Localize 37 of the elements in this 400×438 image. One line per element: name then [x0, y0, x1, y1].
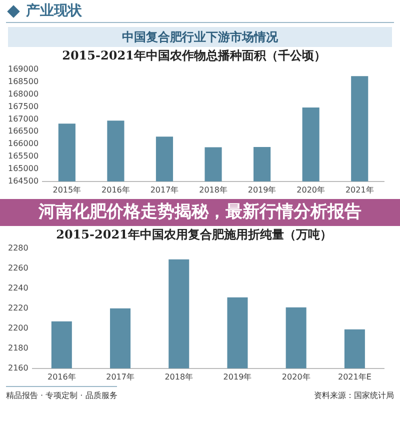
y-tick-label: 2240 [8, 283, 28, 292]
x-tick-label: 2021年 [345, 185, 374, 194]
x-tick-label: 2018年 [164, 372, 194, 382]
y-tick-label: 2180 [8, 343, 28, 352]
x-tick-label: 2018年 [199, 185, 228, 194]
chart-title: 2015-2021年中国农用复合肥施用折纯量（万吨） [56, 227, 332, 242]
y-tick-label: 2160 [8, 363, 28, 372]
x-tick-label: 2015年 [52, 185, 82, 194]
y-tick-label: 167000 [8, 114, 39, 124]
y-tick-label: 168000 [8, 89, 39, 98]
y-tick-label: 2260 [8, 263, 28, 272]
y-tick-label: 168500 [8, 76, 39, 86]
text: 产业现状 [26, 2, 82, 20]
y-tick-label: 166500 [8, 126, 39, 136]
text: 资料来源：国家统计局 [314, 390, 394, 401]
y-tick-label: 169000 [8, 64, 39, 74]
x-tick-label: 2017年 [106, 372, 134, 382]
y-tick-label: 2280 [8, 243, 28, 252]
x-tick-label: 2017年 [150, 185, 179, 194]
x-tick-label: 2020年 [296, 185, 326, 194]
x-tick-label: 2020年 [282, 372, 310, 382]
y-tick-label: 2200 [8, 323, 28, 332]
text: 河南化肥价格走势揭秘，最新行情分析报告 [0, 199, 400, 226]
chart-title: 2015-2021年中国农作物总播种面积（千公顷） [62, 48, 326, 62]
x-tick-label: 2021年E [338, 372, 372, 382]
x-tick-label: 2019年 [248, 185, 276, 194]
y-tick-label: 164500 [8, 176, 39, 186]
x-tick-label: 2019年 [223, 372, 252, 382]
y-tick-label: 165000 [8, 164, 39, 174]
y-tick-label: 2220 [8, 303, 28, 312]
text: 精品报告 · 专项定制 · 品质服务 [6, 386, 118, 401]
x-tick-label: 2016年 [102, 185, 130, 194]
y-tick-label: 166000 [8, 139, 39, 148]
text: 中国复合肥行业下游市场情况 [8, 27, 392, 47]
y-tick-label: 165500 [8, 152, 39, 161]
y-tick-label: 167500 [8, 102, 39, 111]
x-tick-label: 2016年 [47, 372, 76, 382]
